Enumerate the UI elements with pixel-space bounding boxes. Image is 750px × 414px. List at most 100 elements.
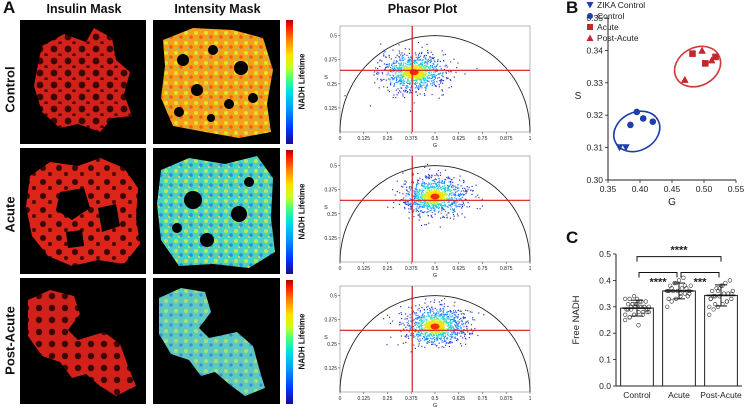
phasor-point xyxy=(429,68,431,70)
phasor-point xyxy=(393,78,395,80)
phasor-point xyxy=(416,62,418,64)
intensity-mask-post-acute-image xyxy=(153,278,280,404)
phasor-point xyxy=(430,74,432,76)
phasor-point xyxy=(395,60,398,62)
phasor-point xyxy=(448,322,450,324)
column-title-intensity-mask: Intensity Mask xyxy=(174,2,261,16)
phasor-point xyxy=(418,57,420,59)
phasor-point xyxy=(444,335,446,338)
phasor-point xyxy=(422,333,424,335)
b-y-tick-label: 0.33 xyxy=(586,78,603,88)
phasor-point xyxy=(416,86,418,88)
phasor-point xyxy=(386,64,388,66)
phasor-point xyxy=(453,328,455,330)
phasor-point xyxy=(440,189,442,191)
phasor-point xyxy=(446,342,448,344)
phasor-point xyxy=(446,216,448,218)
phasor-point xyxy=(414,195,416,197)
phasor-point xyxy=(439,73,441,75)
phasor-point xyxy=(386,344,388,346)
phasor-point xyxy=(438,315,440,317)
phasor-point xyxy=(396,191,398,193)
phasor-point xyxy=(396,77,398,80)
phasor-point xyxy=(425,200,427,202)
phasor-point xyxy=(427,61,429,63)
phasor-point xyxy=(387,89,389,91)
phasor-x-tick-label: 0.875 xyxy=(500,396,513,402)
phasor-point xyxy=(444,53,446,56)
phasor-point xyxy=(409,204,411,206)
phasor-point xyxy=(427,336,429,338)
phasor-point xyxy=(402,193,404,195)
phasor-point xyxy=(453,317,456,319)
phasor-point xyxy=(421,80,423,82)
phasor-point xyxy=(418,201,420,203)
phasor-point xyxy=(408,82,410,84)
b-data-point xyxy=(622,144,630,152)
phasor-point xyxy=(433,318,435,321)
b-y-tick-label: 0.30 xyxy=(586,175,603,185)
phasor-point xyxy=(410,320,412,322)
phasor-point xyxy=(461,207,463,209)
phasor-point xyxy=(431,314,433,316)
phasor-point xyxy=(390,77,392,79)
phasor-point xyxy=(425,175,427,177)
b-x-tick-label: 0.45 xyxy=(664,184,681,194)
phasor-point xyxy=(403,67,405,69)
phasor-point xyxy=(460,310,462,312)
phasor-point xyxy=(415,210,417,212)
phasor-point xyxy=(416,94,419,96)
phasor-point xyxy=(421,193,423,195)
phasor-point xyxy=(424,71,426,74)
column-title-insulin-mask: Insulin Mask xyxy=(46,2,122,16)
phasor-point xyxy=(424,337,426,339)
phasor-point xyxy=(401,74,403,76)
phasor-point xyxy=(440,68,442,70)
phasor-point xyxy=(426,71,428,73)
phasor-point xyxy=(447,333,449,335)
phasor-point xyxy=(458,187,460,189)
phasor-point xyxy=(434,76,436,78)
phasor-point xyxy=(398,66,400,68)
phasor-point xyxy=(450,316,452,318)
phasor-point xyxy=(404,67,406,69)
phasor-point xyxy=(420,84,422,86)
phasor-point xyxy=(412,210,414,212)
phasor-point xyxy=(423,315,425,317)
phasor-point xyxy=(417,82,419,84)
phasor-point xyxy=(420,79,422,81)
phasor-point xyxy=(407,315,409,317)
phasor-point xyxy=(448,317,450,319)
phasor-point xyxy=(431,315,433,317)
phasor-point xyxy=(455,326,457,328)
phasor-point xyxy=(413,62,416,64)
phasor-x-tick-label: 0.125 xyxy=(357,266,370,272)
phasor-point xyxy=(433,334,435,336)
phasor-point xyxy=(421,315,423,317)
phasor-point xyxy=(427,80,429,82)
phasor-y-tick-label: 0.5 xyxy=(330,294,337,300)
phasor-point xyxy=(408,217,410,219)
phasor-point xyxy=(433,336,435,339)
phasor-point xyxy=(415,91,417,93)
phasor-point xyxy=(442,311,444,313)
phasor-point xyxy=(455,337,457,339)
phasor-point xyxy=(455,187,457,189)
colorbar-label-post-acute: NADH Lifetime xyxy=(297,313,307,370)
phasor-point xyxy=(442,191,444,193)
phasor-point xyxy=(415,201,417,204)
phasor-point xyxy=(395,73,397,75)
phasor-point xyxy=(451,179,453,181)
phasor-point xyxy=(409,110,412,112)
colorbar-acute xyxy=(286,150,293,274)
phasor-point xyxy=(410,79,412,81)
phasor-point xyxy=(403,328,405,330)
phasor-point xyxy=(436,319,438,321)
phasor-point xyxy=(398,79,401,82)
phasor-point xyxy=(447,189,449,191)
phasor-point xyxy=(397,81,399,83)
phasor-point xyxy=(426,306,428,308)
phasor-point xyxy=(462,201,464,203)
phasor-point xyxy=(394,65,396,67)
